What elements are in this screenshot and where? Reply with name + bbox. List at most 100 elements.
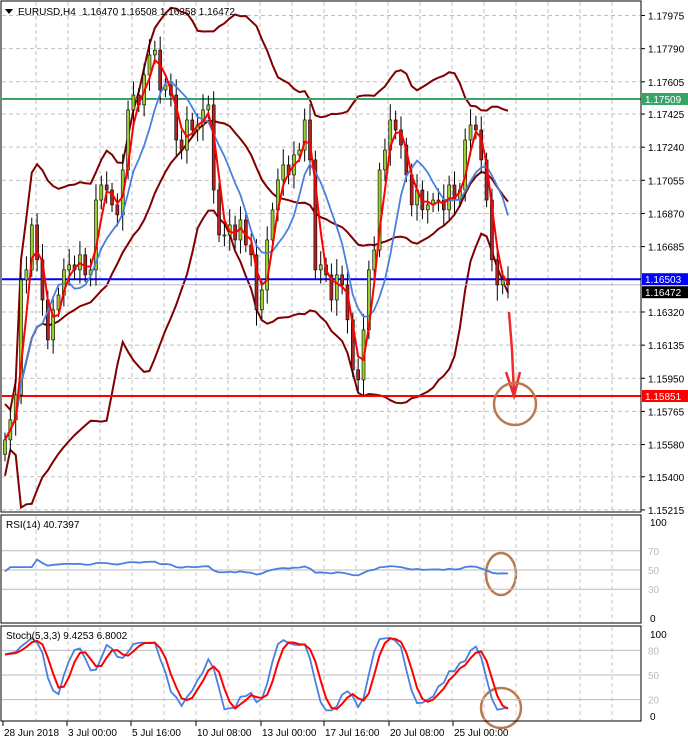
candle-body [468, 124, 473, 141]
candle-body [190, 119, 195, 131]
candle-body [99, 184, 104, 201]
stoch-level-label: 80 [648, 646, 660, 657]
candle-body [495, 259, 500, 286]
candle-body [308, 119, 312, 161]
level-price-tag [642, 93, 688, 105]
candle-body [254, 254, 259, 311]
price-tick-label: 1.17790 [648, 45, 685, 56]
candle-body [115, 204, 120, 216]
price-tick-label: 1.15215 [648, 506, 685, 517]
time-tick-label: 3 Jul 00:00 [68, 728, 117, 739]
candle-body [383, 149, 387, 171]
level-price-label: 1.17509 [645, 95, 682, 106]
price-tick-label: 1.15765 [648, 407, 685, 418]
candle-body [19, 279, 23, 396]
price-tick-label: 1.15580 [648, 441, 685, 452]
price-tick-label: 1.16870 [648, 209, 685, 220]
rsi-max-label: 100 [650, 518, 667, 529]
price-tick-label: 1.17605 [648, 78, 685, 89]
candle-body [474, 124, 478, 131]
level-price-tag [642, 273, 688, 286]
main-frame [0, 0, 642, 513]
candle-body [425, 204, 430, 211]
time-tick-label: 20 Jul 08:00 [390, 728, 445, 739]
current-price-label: 1.16472 [645, 288, 682, 299]
price-tick-label: 1.16320 [648, 308, 685, 319]
time-tick-label: 13 Jul 00:00 [262, 728, 317, 739]
ohlc-label: 1.16470 1.16508 1.16358 1.16472 [82, 7, 235, 18]
time-tick-label: 17 Jul 16:00 [325, 728, 380, 739]
candle-body [3, 439, 7, 455]
candle-body [265, 239, 270, 291]
candle-body [131, 94, 136, 111]
stoch-level-label: 50 [648, 671, 660, 682]
dropdown-triangle-icon[interactable] [5, 9, 13, 14]
forecast-arrow [507, 311, 516, 395]
candle-body [356, 369, 360, 381]
arrow-head-icon [504, 371, 522, 401]
candle-body [222, 234, 227, 237]
candle-body [158, 49, 162, 91]
candle-body [35, 224, 39, 261]
candle-body [51, 309, 55, 341]
candle-body [260, 289, 264, 311]
current-price-tag [642, 286, 688, 299]
candle-body [377, 169, 382, 251]
rsi-level-label: 50 [648, 566, 660, 577]
candle-body [206, 104, 211, 111]
candles [3, 36, 510, 462]
stoch-max-label: 100 [650, 630, 667, 641]
annotations [479, 311, 538, 730]
candle-body [313, 159, 318, 271]
stoch-panel: 80 50 20 100 0 [2, 627, 667, 723]
candle-body [67, 264, 72, 271]
stoch-level-label: 20 [648, 696, 660, 707]
candle-body [104, 184, 109, 191]
time-tick-label: 28 Jun 2018 [4, 728, 59, 739]
candle-body [334, 274, 339, 301]
rsi-level-label: 70 [648, 547, 660, 558]
moving-averages [4, 58, 509, 441]
candle-body [24, 269, 29, 281]
rsi-panel: 70 50 30 100 0 [2, 516, 667, 625]
candle-body [318, 264, 323, 271]
candle-body [29, 224, 34, 271]
stoch-main-line [4, 636, 509, 712]
candle-body [179, 139, 184, 151]
candle-body [217, 189, 221, 236]
candle-body [500, 279, 505, 286]
candle-body [281, 164, 286, 181]
rsi-line [4, 558, 509, 577]
price-tick-label: 1.15950 [648, 374, 685, 385]
level-price-tag [642, 389, 688, 402]
price-tick-label: 1.17240 [648, 143, 685, 154]
level-price-label: 1.16503 [645, 275, 682, 286]
price-tick-label: 1.16135 [648, 341, 685, 352]
rsi-frame [0, 514, 642, 624]
bollinger-middle [4, 119, 509, 441]
candle-body [393, 119, 398, 131]
candle-body [174, 94, 179, 141]
stoch-label: Stoch(5,3,3) 9.4253 6.8002 [6, 631, 128, 642]
bollinger-upper [4, 6, 509, 412]
price-tick-label: 1.17975 [648, 12, 685, 23]
time-tick-label: 25 Jul 00:00 [454, 728, 509, 739]
rsi-min-label: 0 [650, 614, 656, 625]
time-axis: 28 Jun 2018 3 Jul 00:00 5 Jul 16:00 10 Jul … [2, 721, 509, 739]
time-tick-label: 10 Jul 08:00 [197, 728, 252, 739]
stoch-signal-line [4, 637, 509, 711]
candle-body [302, 119, 307, 151]
candle-body [153, 49, 157, 56]
price-axis: 1.17975 1.17790 1.17605 1.17425 1.17240 1.170… [641, 12, 685, 517]
price-tick-label: 1.17425 [648, 110, 685, 121]
fast-ma-line [4, 58, 509, 441]
candle-body [340, 274, 344, 286]
candle-body [56, 294, 61, 311]
time-tick-label: 5 Jul 16:00 [132, 728, 181, 739]
horizontal-levels[interactable]: 1.17509 1.16503 1.15851 1.16472 [2, 93, 688, 403]
price-tick-label: 1.15400 [648, 473, 685, 484]
rsi-level-label: 30 [648, 585, 660, 596]
rsi-label: RSI(14) 40.7397 [6, 520, 80, 531]
stoch-min-label: 0 [650, 712, 656, 723]
